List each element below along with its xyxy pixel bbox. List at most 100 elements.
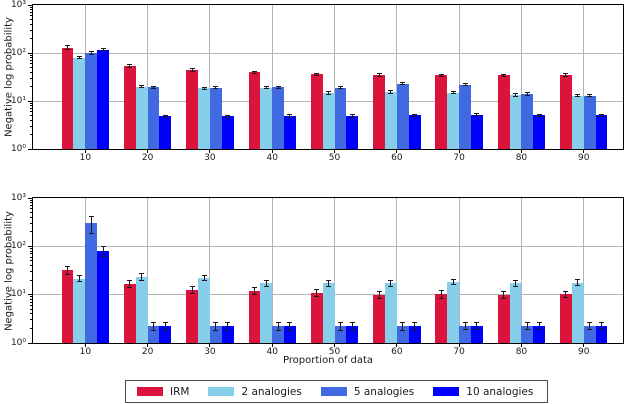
error-bar-cap	[450, 278, 456, 280]
error-bar-line	[452, 279, 454, 285]
error-bar-cap	[337, 88, 343, 90]
x-tick-label: 90	[578, 153, 590, 163]
y-minor-tick-mark	[30, 18, 32, 20]
error-bar-line	[129, 280, 131, 288]
error-bar-cap	[524, 329, 530, 331]
x-tick-label: 80	[515, 153, 528, 163]
bar-5-analogies	[396, 83, 409, 149]
y-minor-tick-mark	[30, 256, 32, 258]
error-bar-cap	[189, 68, 195, 70]
bottom-plot	[32, 197, 624, 344]
grid-line-vertical	[396, 198, 398, 343]
x-tick-mark	[583, 344, 585, 347]
bar-2-analogies	[322, 282, 335, 343]
error-bar-line	[215, 86, 217, 89]
y-tick-mark	[28, 294, 32, 296]
bar-2-analogies	[509, 282, 522, 343]
grid-line-vertical	[396, 5, 398, 149]
error-bar-cap	[474, 112, 480, 114]
error-bar-line	[601, 114, 602, 117]
error-bar-line	[378, 291, 380, 299]
y-tick-mark	[28, 4, 32, 6]
error-bar-cap	[139, 273, 145, 275]
error-bar-line	[203, 275, 205, 281]
error-bar-cap	[326, 285, 332, 287]
error-bar-cap	[536, 116, 542, 118]
error-bar-cap	[587, 96, 593, 98]
y-minor-tick-mark	[30, 77, 32, 79]
error-bar-cap	[474, 329, 480, 331]
grid-line-vertical	[147, 5, 149, 149]
legend-swatch	[137, 387, 163, 396]
error-bar-line	[265, 280, 267, 287]
x-tick-label: 10	[79, 347, 92, 357]
x-tick-mark	[520, 150, 522, 153]
y-minor-tick-mark	[30, 250, 32, 252]
bar-5-analogies	[209, 87, 222, 149]
y-tick-label: 10³	[10, 192, 26, 203]
error-bar-cap	[412, 113, 418, 115]
error-bar-line	[503, 291, 505, 299]
bar-irm	[248, 72, 261, 149]
y-minor-tick-mark	[30, 265, 32, 267]
error-bar-cap	[337, 330, 343, 332]
x-tick-label: 20	[141, 347, 154, 357]
error-bar-line	[339, 322, 341, 331]
bar-5-analogies	[459, 325, 471, 343]
error-bar-cap	[524, 94, 530, 96]
error-bar-line	[67, 266, 69, 275]
error-bar-line	[515, 93, 517, 96]
error-bar-line	[328, 91, 330, 95]
bar-10-analogies	[221, 326, 234, 343]
error-bar-line	[153, 322, 155, 331]
error-bar-cap	[88, 53, 94, 55]
bar-10-analogies	[533, 115, 546, 149]
bar-2-analogies	[385, 282, 397, 343]
error-bar-cap	[438, 290, 444, 292]
y-minor-tick-mark	[30, 57, 32, 59]
error-bar-line	[589, 94, 591, 97]
error-bar-cap	[563, 297, 569, 299]
error-bar-cap	[438, 73, 444, 75]
bar-10-analogies	[595, 325, 608, 343]
error-bar-line	[227, 322, 229, 331]
error-bar-cap	[162, 114, 168, 116]
error-bar-cap	[213, 86, 219, 88]
error-bar-cap	[599, 321, 604, 323]
error-bar-line	[227, 115, 229, 118]
error-bar-cap	[501, 291, 507, 293]
error-bar-line	[440, 290, 442, 299]
error-bar-cap	[139, 279, 145, 281]
error-bar-cap	[563, 73, 569, 75]
error-bar-cap	[400, 322, 406, 324]
error-bar-line	[328, 280, 330, 287]
error-bar-line	[67, 45, 69, 50]
error-bar-cap	[65, 49, 71, 51]
y-minor-tick-mark	[30, 119, 32, 121]
error-bar-cap	[263, 285, 269, 287]
y-minor-tick-mark	[30, 260, 32, 262]
error-bar-cap	[388, 285, 394, 287]
error-bar-cap	[225, 114, 231, 116]
y-minor-tick-mark	[30, 11, 32, 13]
error-bar-cap	[287, 330, 293, 332]
error-bar-cap	[263, 88, 269, 90]
y-minor-tick-mark	[30, 59, 32, 61]
error-bar-line	[78, 275, 80, 282]
bar-irm	[560, 294, 572, 343]
error-bar-cap	[127, 64, 133, 66]
y-minor-tick-mark	[30, 29, 32, 31]
y-minor-tick-mark	[30, 298, 32, 300]
error-bar-cap	[76, 275, 82, 277]
x-tick-label: 50	[328, 153, 341, 163]
x-tick-mark	[396, 344, 398, 347]
grid-line-vertical	[520, 198, 522, 343]
bottom-y-axis-label: Negative log probability	[3, 211, 15, 331]
error-bar-cap	[376, 73, 382, 75]
y-tick-label: 10²	[10, 240, 26, 251]
error-bar-cap	[388, 92, 394, 94]
legend-swatch	[433, 387, 460, 396]
error-bar-cap	[438, 76, 444, 78]
y-minor-tick-mark	[30, 208, 32, 210]
